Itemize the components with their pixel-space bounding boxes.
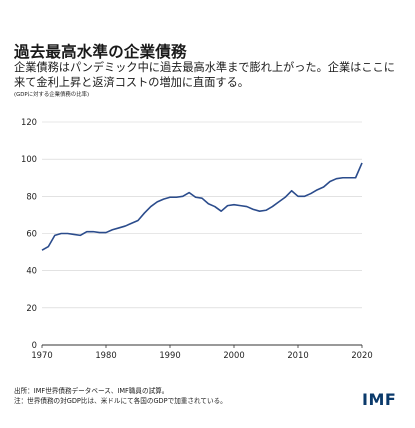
x-tick-label: 1980 (95, 350, 116, 360)
y-tick-label: 20 (26, 303, 37, 313)
imf-logo: IMF (362, 390, 397, 409)
y-tick-label: 80 (26, 191, 37, 201)
x-tick-label: 1990 (159, 350, 180, 360)
series-line (41, 162, 363, 251)
x-tick-label: 2000 (223, 350, 244, 360)
chart-subtitle: 企業債務はパンデミック中に過去最高水準まで膨れ上がった。企業はここに来て金利上昇… (14, 61, 395, 89)
x-tick-label: 1970 (31, 350, 52, 360)
source-note: 出所：IMF世界債務データベース、IMF職員の試算。 (14, 387, 169, 395)
weighting-note: 注：世界債務の対GDP比は、米ドルにて各国のGDPで加重されている。 (14, 397, 227, 405)
chart-title: 過去最高水準の企業債務 (14, 43, 187, 61)
y-tick-label: 0 (32, 340, 37, 350)
x-tick-labels: 1970 1980 1990 2000 2010 2020 (31, 345, 373, 360)
x-tick-label: 2020 (351, 350, 372, 360)
y-tick-label: 100 (21, 154, 37, 164)
unit-note: (GDPに対する企業債務の比率) (14, 92, 90, 98)
y-tick-label: 120 (21, 117, 37, 127)
footnotes: 出所：IMF世界債務データベース、IMF職員の試算。 注：世界債務の対GDP比は… (14, 386, 227, 406)
x-tick-label: 2010 (287, 350, 308, 360)
y-tick-labels: 0 20 40 60 80 100 120 (21, 117, 37, 350)
y-tick-label: 60 (26, 229, 37, 239)
y-tick-label: 40 (26, 266, 37, 276)
gridlines (42, 121, 362, 346)
